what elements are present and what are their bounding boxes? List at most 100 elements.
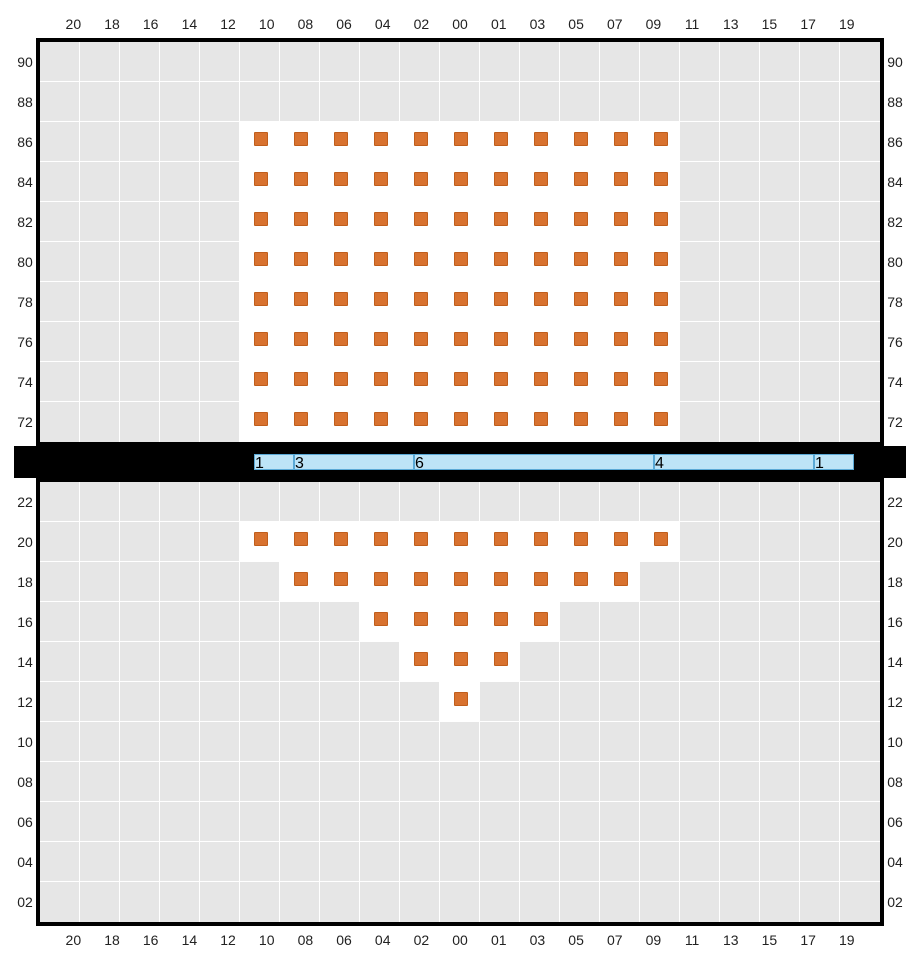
grid-cell[interactable]	[760, 722, 800, 762]
grid-cell[interactable]	[400, 842, 440, 882]
grid-cell[interactable]	[360, 882, 400, 922]
grid-cell[interactable]	[200, 722, 240, 762]
grid-cell[interactable]	[160, 322, 200, 362]
grid-cell[interactable]	[720, 802, 760, 842]
grid-cell[interactable]	[400, 762, 440, 802]
grid-cell[interactable]	[280, 322, 320, 362]
grid-cell[interactable]	[320, 482, 360, 522]
grid-cell[interactable]	[560, 322, 600, 362]
grid-cell[interactable]	[120, 82, 160, 122]
grid-cell[interactable]	[440, 762, 480, 802]
grid-cell[interactable]	[520, 762, 560, 802]
grid-cell[interactable]	[240, 402, 280, 442]
grid-cell[interactable]	[560, 682, 600, 722]
grid-cell[interactable]	[840, 242, 880, 282]
grid-cell[interactable]	[160, 242, 200, 282]
grid-cell[interactable]	[40, 122, 80, 162]
grid-cell[interactable]	[800, 202, 840, 242]
grid-cell[interactable]	[680, 402, 720, 442]
grid-cell[interactable]	[680, 322, 720, 362]
grid-cell[interactable]	[120, 202, 160, 242]
grid-cell[interactable]	[480, 42, 520, 82]
grid-cell[interactable]	[40, 282, 80, 322]
grid-cell[interactable]	[240, 362, 280, 402]
grid-cell[interactable]	[720, 842, 760, 882]
grid-cell[interactable]	[520, 482, 560, 522]
grid-cell[interactable]	[240, 682, 280, 722]
grid-cell[interactable]	[680, 282, 720, 322]
grid-cell[interactable]	[720, 402, 760, 442]
grid-cell[interactable]	[280, 602, 320, 642]
grid-cell[interactable]	[200, 242, 240, 282]
grid-cell[interactable]	[760, 202, 800, 242]
grid-cell[interactable]	[800, 482, 840, 522]
grid-cell[interactable]	[840, 682, 880, 722]
grid-cell[interactable]	[360, 762, 400, 802]
grid-cell[interactable]	[320, 522, 360, 562]
grid-cell[interactable]	[760, 642, 800, 682]
grid-cell[interactable]	[840, 202, 880, 242]
grid-cell[interactable]	[600, 522, 640, 562]
grid-cell[interactable]	[720, 122, 760, 162]
grid-cell[interactable]	[800, 682, 840, 722]
grid-cell[interactable]	[200, 642, 240, 682]
grid-cell[interactable]	[240, 162, 280, 202]
grid-cell[interactable]	[440, 242, 480, 282]
grid-cell[interactable]	[520, 322, 560, 362]
grid-cell[interactable]	[640, 722, 680, 762]
grid-cell[interactable]	[80, 802, 120, 842]
grid-cell[interactable]	[640, 322, 680, 362]
grid-cell[interactable]	[40, 602, 80, 642]
grid-cell[interactable]	[680, 42, 720, 82]
grid-cell[interactable]	[560, 482, 600, 522]
grid-cell[interactable]	[440, 682, 480, 722]
grid-cell[interactable]	[440, 842, 480, 882]
grid-cell[interactable]	[400, 122, 440, 162]
grid-cell[interactable]	[840, 402, 880, 442]
grid-cell[interactable]	[560, 722, 600, 762]
grid-cell[interactable]	[400, 322, 440, 362]
grid-cell[interactable]	[320, 882, 360, 922]
grid-cell[interactable]	[840, 482, 880, 522]
grid-cell[interactable]	[240, 602, 280, 642]
grid-cell[interactable]	[360, 162, 400, 202]
grid-cell[interactable]	[560, 882, 600, 922]
grid-cell[interactable]	[360, 202, 400, 242]
grid-cell[interactable]	[320, 362, 360, 402]
grid-cell[interactable]	[520, 162, 560, 202]
grid-cell[interactable]	[120, 482, 160, 522]
grid-cell[interactable]	[560, 802, 600, 842]
grid-cell[interactable]	[120, 642, 160, 682]
grid-cell[interactable]	[320, 842, 360, 882]
grid-cell[interactable]	[640, 762, 680, 802]
grid-cell[interactable]	[40, 762, 80, 802]
grid-cell[interactable]	[560, 82, 600, 122]
grid-cell[interactable]	[720, 762, 760, 802]
grid-cell[interactable]	[720, 242, 760, 282]
grid-cell[interactable]	[560, 242, 600, 282]
grid-cell[interactable]	[160, 202, 200, 242]
grid-cell[interactable]	[400, 602, 440, 642]
grid-cell[interactable]	[360, 682, 400, 722]
grid-cell[interactable]	[520, 642, 560, 682]
grid-cell[interactable]	[120, 42, 160, 82]
grid-cell[interactable]	[840, 362, 880, 402]
grid-cell[interactable]	[680, 242, 720, 282]
grid-cell[interactable]	[480, 82, 520, 122]
grid-cell[interactable]	[560, 402, 600, 442]
grid-cell[interactable]	[200, 42, 240, 82]
grid-cell[interactable]	[840, 762, 880, 802]
grid-cell[interactable]	[280, 362, 320, 402]
grid-cell[interactable]	[800, 402, 840, 442]
grid-cell[interactable]	[600, 802, 640, 842]
grid-cell[interactable]	[40, 242, 80, 282]
grid-cell[interactable]	[320, 682, 360, 722]
grid-cell[interactable]	[640, 42, 680, 82]
grid-cell[interactable]	[760, 562, 800, 602]
grid-cell[interactable]	[200, 82, 240, 122]
grid-cell[interactable]	[80, 762, 120, 802]
grid-cell[interactable]	[80, 282, 120, 322]
grid-cell[interactable]	[200, 362, 240, 402]
grid-cell[interactable]	[760, 882, 800, 922]
grid-cell[interactable]	[520, 242, 560, 282]
